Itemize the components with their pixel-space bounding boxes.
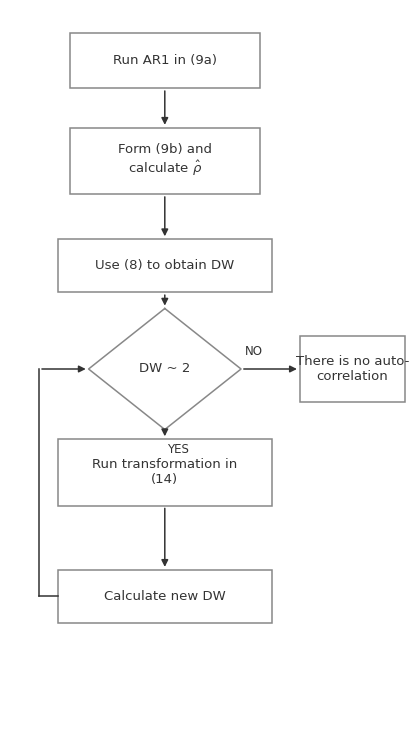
Text: NO: NO [245, 345, 263, 358]
Text: There is no auto-
correlation: There is no auto- correlation [295, 355, 409, 383]
Text: Run AR1 in (9a): Run AR1 in (9a) [113, 54, 217, 67]
FancyBboxPatch shape [300, 336, 405, 402]
FancyBboxPatch shape [58, 439, 272, 506]
FancyBboxPatch shape [70, 128, 260, 194]
FancyBboxPatch shape [70, 32, 260, 88]
Text: Run transformation in
(14): Run transformation in (14) [92, 458, 237, 486]
Text: DW ~ 2: DW ~ 2 [139, 362, 190, 376]
Text: Form (9b) and
calculate $\hat{\rho}$: Form (9b) and calculate $\hat{\rho}$ [118, 143, 212, 179]
Text: YES: YES [167, 443, 189, 456]
Text: Use (8) to obtain DW: Use (8) to obtain DW [95, 259, 234, 272]
FancyBboxPatch shape [58, 570, 272, 623]
FancyBboxPatch shape [58, 239, 272, 292]
Text: Calculate new DW: Calculate new DW [104, 590, 226, 603]
